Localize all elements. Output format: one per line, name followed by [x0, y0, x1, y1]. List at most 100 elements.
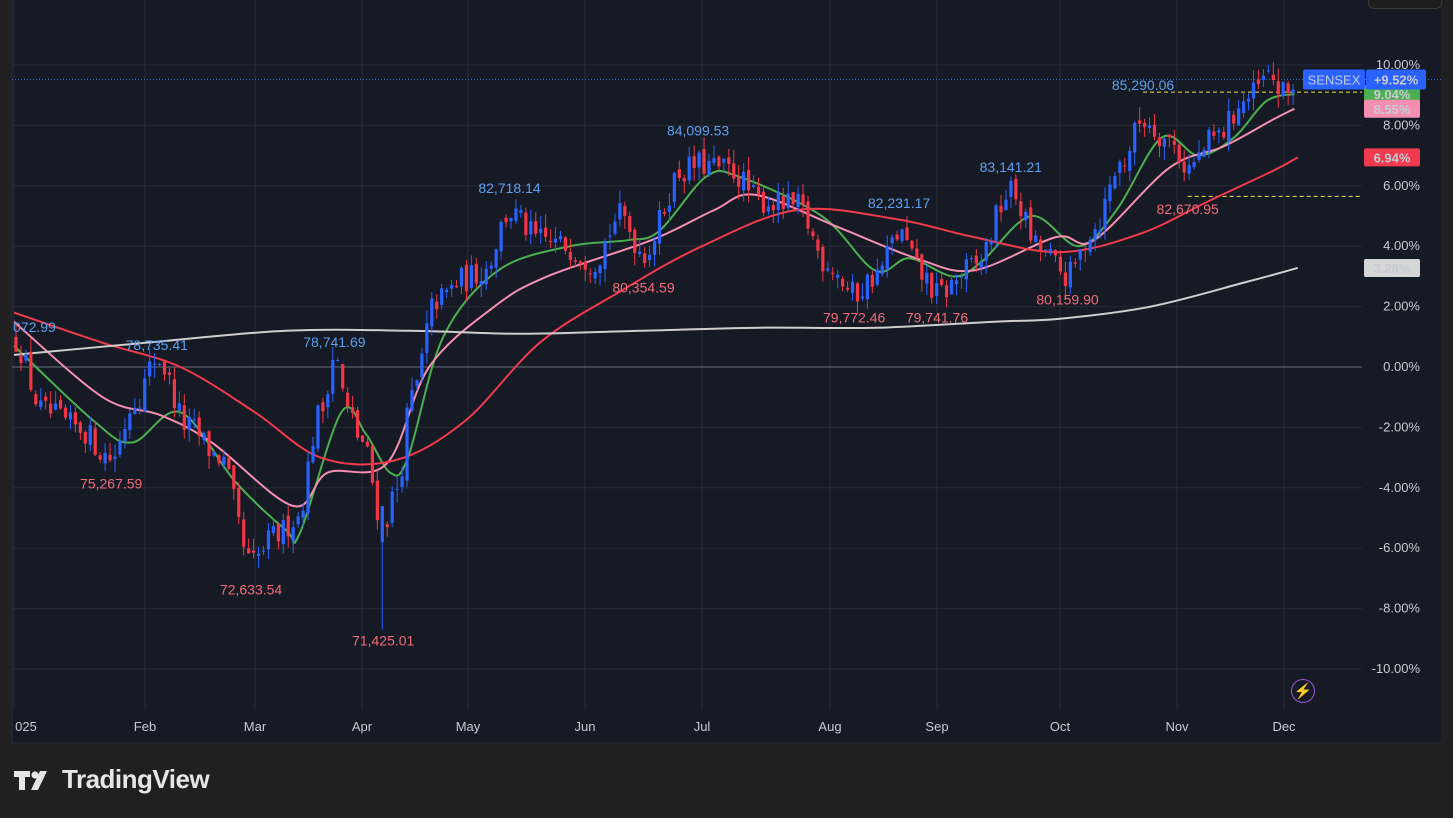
candle-body	[306, 461, 310, 514]
candle-body	[326, 394, 330, 408]
candle-body	[870, 274, 874, 287]
candle-body	[445, 289, 449, 293]
candle-body	[588, 273, 592, 275]
y-tick-label: -10.00%	[1372, 661, 1421, 676]
plot-background	[12, 0, 1441, 743]
candle-body	[603, 240, 607, 269]
y-tick-label: 0.00%	[1383, 359, 1420, 374]
candle-body	[885, 245, 889, 270]
candle-body	[846, 287, 850, 290]
candle-body	[222, 456, 226, 465]
price-annotation: 79,741.76	[906, 310, 968, 326]
candle-body	[652, 241, 657, 255]
candle-body	[331, 359, 335, 394]
candle-body	[499, 221, 503, 252]
candle-body	[598, 265, 602, 273]
candle-body	[722, 158, 726, 163]
candle-body	[1029, 207, 1033, 241]
tradingview-logo[interactable]: TradingView	[14, 764, 210, 795]
candle-body	[855, 283, 860, 302]
candle-body	[73, 412, 77, 425]
candle-body	[544, 227, 548, 238]
candle-body	[1281, 81, 1285, 97]
candle-body	[450, 285, 454, 289]
candle-body	[1014, 178, 1018, 200]
ma-gray-badge-bg	[1364, 258, 1420, 277]
candle-body	[1123, 165, 1127, 167]
candle-body	[1192, 162, 1196, 168]
candle-body	[227, 458, 231, 470]
price-annotation: 84,099.53	[667, 123, 729, 139]
candle-body	[39, 400, 43, 407]
candle-body	[945, 285, 949, 298]
price-annotations: 072.99 78,735.41 75,267.59 72,633.54 78,741.…	[13, 77, 1219, 649]
candle-body	[14, 336, 18, 352]
lightning-icon[interactable]: ⚡	[1291, 679, 1315, 703]
candle-body	[133, 407, 137, 414]
candle-body	[68, 412, 73, 420]
candle-body	[558, 235, 563, 240]
candle-body	[618, 203, 622, 220]
candle-body	[103, 452, 107, 464]
candle-body	[1133, 122, 1137, 153]
candle-body	[524, 212, 528, 235]
candle-body	[1004, 199, 1008, 211]
candle-body	[1202, 149, 1206, 157]
y-tick-label: 6.00%	[1383, 178, 1420, 193]
toolbar-corner-button[interactable]	[1368, 0, 1442, 9]
candle-body	[1024, 211, 1028, 221]
candle-body	[831, 272, 835, 274]
x-axis[interactable]: 025 Feb Mar Apr May Jun Jul Aug Sep Oct Nov Dec	[15, 719, 1296, 734]
candle-body	[1083, 248, 1087, 250]
candle-body	[1237, 108, 1241, 126]
candle-body	[197, 417, 201, 436]
candle-body	[979, 262, 983, 269]
candle-body	[702, 149, 706, 174]
candle-body	[954, 280, 959, 285]
candle-body	[732, 163, 736, 179]
candle-body	[940, 279, 944, 286]
candle-body	[850, 281, 855, 293]
candle-body	[1108, 184, 1112, 202]
candle-body	[910, 240, 914, 249]
y-tick-label: 2.00%	[1383, 299, 1420, 314]
candle-body	[1212, 131, 1216, 136]
candles	[14, 61, 1295, 630]
candle-body	[405, 407, 409, 481]
x-tick-label: May	[456, 719, 481, 734]
x-tick-label: Jul	[694, 719, 711, 734]
price-annotation: 72,633.54	[220, 581, 282, 597]
candle-body	[24, 354, 28, 361]
candle-body	[78, 422, 82, 433]
candle-body	[454, 285, 459, 288]
candle-body	[692, 156, 696, 169]
ma-green-badge: 9.04%	[1374, 87, 1411, 102]
candle-body	[964, 259, 968, 280]
price-chart[interactable]: 072.99 78,735.41 75,267.59 72,633.54 78,741.…	[0, 0, 1453, 745]
price-annotation: 82,231.17	[868, 195, 930, 211]
candle-body	[1068, 261, 1072, 288]
y-axis[interactable]: 10.00% 8.00% 6.00% 4.00% 2.00% 0.00% -2.00% -4.…	[1372, 57, 1421, 676]
candle-body	[291, 527, 295, 541]
candle-body	[697, 152, 701, 168]
candle-body	[776, 191, 780, 210]
y-tick-label: -8.00%	[1379, 601, 1421, 616]
price-annotation: 80,354.59	[612, 279, 674, 295]
candle-body	[1103, 198, 1107, 229]
price-annotation: 85,290.06	[1112, 77, 1174, 93]
candle-body	[385, 524, 389, 528]
ma-red-badge: 6.94%	[1374, 150, 1411, 165]
x-tick-label: Jun	[575, 719, 596, 734]
candle-body	[875, 269, 879, 285]
candle-body	[959, 276, 964, 278]
candle-body	[766, 206, 770, 212]
candle-body	[261, 550, 266, 552]
candle-body	[153, 363, 157, 365]
candle-body	[1078, 249, 1082, 260]
candle-body	[425, 323, 429, 354]
candle-body	[182, 405, 186, 430]
candle-body	[811, 231, 815, 237]
candle-body	[479, 281, 483, 286]
y-tick-label: 4.00%	[1383, 238, 1420, 253]
candle-body	[1242, 101, 1246, 113]
